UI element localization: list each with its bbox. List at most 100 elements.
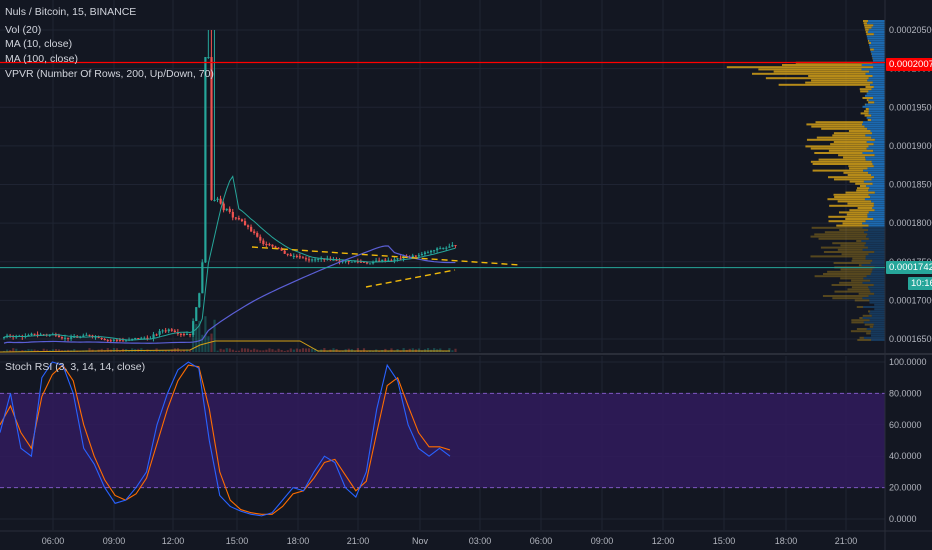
vpvr-bar-up (872, 207, 885, 209)
vpvr-bar-down (765, 77, 869, 80)
vpvr-bar-up (872, 182, 885, 185)
vpvr-bar-up (868, 193, 885, 196)
vpvr-bar-down (829, 204, 874, 207)
vpvr-bar-down (845, 218, 874, 220)
volume-bar (308, 348, 311, 352)
vpvr-bar-up (866, 116, 885, 119)
stoch-d-line (0, 364, 451, 515)
vpvr-bar-up (862, 297, 885, 300)
candle-body (30, 333, 33, 335)
candle-body (143, 337, 146, 339)
volume-bar (454, 348, 457, 352)
vpvr-bar-down (751, 72, 866, 75)
stoch-rsi-pane (0, 361, 885, 517)
volume-bar (210, 333, 213, 352)
vpvr-bar-down (827, 198, 865, 201)
vpvr-bar-up (862, 123, 885, 126)
vpvr-bar-up (864, 125, 885, 128)
candle-body (277, 247, 280, 249)
vpvr-bar-up (868, 77, 885, 80)
vpvr-bar-up (870, 83, 885, 86)
vpvr-bar-up (869, 39, 885, 42)
candle-body (317, 258, 320, 260)
vpvr-bar-up (874, 303, 885, 306)
legend-ma10[interactable]: MA (10, close) (5, 38, 73, 50)
vpvr-bar-up (863, 336, 885, 339)
legend-stoch-rsi[interactable]: Stoch RSI (3, 3, 14, 14, close) (5, 361, 146, 373)
candle-body (155, 334, 158, 336)
volume-bar (451, 350, 454, 352)
candle-body (442, 247, 445, 249)
vpvr-bar-up (865, 242, 885, 245)
volume-bar (118, 350, 122, 352)
vpvr-bar-down (843, 156, 866, 159)
legend-vol[interactable]: Vol (20) (5, 24, 42, 36)
vpvr-bar-up (869, 187, 885, 190)
vpvr-bar-down (847, 288, 870, 291)
volume-bar (304, 348, 308, 352)
vpvr-bar-down (824, 231, 864, 234)
vpvr-bar-up (868, 253, 885, 256)
vpvr-bar-down (823, 251, 875, 253)
vpvr-bar-up (865, 134, 885, 137)
candle-body (387, 260, 390, 262)
volume-bar (417, 348, 420, 352)
volume-bar (27, 349, 30, 352)
candle-body (186, 333, 189, 335)
volume-bar (426, 348, 430, 352)
volume-bar (271, 349, 274, 352)
legend-vpvr[interactable]: VPVR (Number Of Rows, 200, Up/Down, 70) (5, 68, 214, 80)
volume-bar (286, 350, 289, 352)
candle-body (243, 221, 247, 226)
volume-bar (311, 348, 314, 352)
vpvr-bar-up (862, 121, 885, 124)
vpvr-bar-down (849, 209, 875, 212)
volume-bar (356, 348, 359, 352)
candle-body (100, 337, 103, 339)
legend-ma100[interactable]: MA (100, close) (5, 53, 78, 65)
candle-body (201, 262, 204, 294)
last-price-label: 0.00017424 (886, 261, 932, 274)
volume-bar (231, 349, 234, 352)
vpvr-bar-down (806, 138, 875, 141)
vpvr-bar-down (870, 48, 874, 51)
candle-body (112, 339, 115, 341)
volume-bar (448, 348, 451, 352)
candle-body (137, 337, 140, 339)
vpvr-bar-up (868, 171, 885, 174)
price-tick-label: 0.00020500 (889, 25, 932, 35)
vpvr-bar-up (866, 147, 885, 150)
vpvr-bar-up (873, 66, 885, 69)
vpvr-bar-down (839, 229, 869, 231)
legend-symbol[interactable]: Nuls / Bitcoin, 15, BINANCE (5, 6, 137, 18)
volume-bar (170, 349, 173, 352)
vpvr-bar-down (856, 240, 862, 242)
candle-body (335, 259, 338, 261)
vpvr-bar-down (868, 310, 871, 313)
volume-bar (112, 348, 115, 352)
vpvr-bar-up (873, 33, 885, 36)
candle-body (39, 334, 42, 336)
vpvr-bar-down (840, 268, 873, 271)
candle-body (192, 321, 195, 335)
vpvr-bar-down (852, 257, 866, 260)
volume-bar (216, 350, 219, 352)
ma100-line (3, 245, 456, 344)
vpvr-bar-down (836, 224, 869, 227)
vpvr-bar-up (871, 339, 885, 341)
vpvr-bar-up (867, 215, 885, 218)
vpvr-bar-down (851, 319, 870, 322)
vpvr-bar-up (863, 169, 885, 172)
rsi-tick-label: 100.0000 (889, 357, 927, 367)
time-tick-label: 03:00 (469, 536, 492, 546)
vpvr-bar-up (874, 138, 885, 141)
vpvr-bar-up (868, 295, 885, 297)
vpvr-bar-down (868, 101, 875, 104)
volume-bar (88, 348, 91, 352)
vpvr-bar-down (834, 196, 871, 198)
vpvr-bar-down (811, 79, 868, 82)
candle-body (182, 334, 186, 336)
vpvr-bar-down (833, 193, 869, 196)
volume-bar (152, 350, 155, 352)
